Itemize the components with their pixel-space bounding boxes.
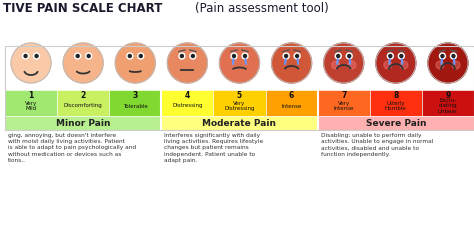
Bar [5, 46, 474, 130]
Bar [161, 90, 213, 116]
Bar [318, 90, 370, 116]
Circle shape [128, 55, 131, 58]
Bar [318, 116, 474, 130]
Text: Distressing: Distressing [172, 103, 203, 109]
Text: Intense: Intense [282, 103, 302, 109]
Bar [422, 90, 474, 116]
Bar [5, 90, 57, 116]
Bar [213, 90, 265, 116]
Circle shape [23, 53, 28, 59]
Circle shape [138, 53, 144, 59]
Circle shape [75, 53, 81, 59]
Circle shape [87, 55, 90, 58]
Circle shape [24, 55, 27, 58]
Circle shape [272, 43, 311, 83]
Circle shape [296, 55, 299, 58]
Circle shape [181, 55, 183, 58]
Circle shape [115, 43, 155, 83]
Text: 7: 7 [341, 91, 346, 100]
Circle shape [346, 53, 352, 59]
Circle shape [332, 61, 340, 69]
Circle shape [324, 43, 364, 83]
Text: 6: 6 [289, 91, 294, 100]
Circle shape [384, 61, 392, 69]
Text: Moderate Pain: Moderate Pain [202, 119, 276, 127]
Circle shape [190, 53, 196, 59]
Circle shape [450, 53, 456, 59]
Text: 8: 8 [393, 91, 399, 100]
Circle shape [452, 55, 455, 58]
Circle shape [398, 53, 404, 59]
Circle shape [34, 53, 39, 59]
Text: ging, annoying, but doesn't interfere
with moist daily living activities. Patien: ging, annoying, but doesn't interfere wi… [8, 133, 136, 163]
Bar [161, 116, 318, 130]
Text: Tolerable: Tolerable [123, 103, 148, 109]
Bar [57, 90, 109, 116]
Circle shape [167, 43, 208, 83]
Circle shape [294, 53, 300, 59]
Text: Very
Mild: Very Mild [25, 101, 37, 111]
Circle shape [219, 43, 259, 83]
Bar [265, 90, 318, 116]
Circle shape [428, 43, 468, 83]
Circle shape [284, 55, 288, 58]
Text: Interferes significantly with daily
living activities. Requires lifestyle
change: Interferes significantly with daily livi… [164, 133, 264, 163]
Circle shape [283, 53, 289, 59]
Text: 2: 2 [81, 91, 86, 100]
Circle shape [63, 43, 103, 83]
Text: 1: 1 [28, 91, 34, 100]
Text: (Pain assessment tool): (Pain assessment tool) [195, 2, 329, 15]
Text: 9: 9 [445, 91, 451, 100]
Circle shape [389, 55, 392, 58]
Circle shape [179, 53, 185, 59]
Text: 5: 5 [237, 91, 242, 100]
Bar [370, 90, 422, 116]
Text: Severe Pain: Severe Pain [365, 119, 426, 127]
Circle shape [86, 53, 91, 59]
Circle shape [436, 61, 444, 69]
Circle shape [231, 53, 237, 59]
Circle shape [387, 53, 393, 59]
Circle shape [452, 61, 460, 69]
Text: 3: 3 [133, 91, 138, 100]
Circle shape [337, 55, 340, 58]
Bar [109, 90, 161, 116]
Text: Discomforting: Discomforting [64, 103, 102, 109]
Circle shape [76, 55, 79, 58]
Circle shape [242, 53, 248, 59]
Circle shape [191, 55, 194, 58]
Circle shape [35, 55, 38, 58]
Text: 4: 4 [185, 91, 190, 100]
Circle shape [400, 55, 403, 58]
Text: Disabling; unable to perform daily
activities. Unable to engage in normal
activi: Disabling; unable to perform daily activ… [321, 133, 433, 156]
Circle shape [335, 53, 341, 59]
Text: Very
Intense: Very Intense [334, 101, 354, 111]
Circle shape [348, 61, 356, 69]
Circle shape [139, 55, 142, 58]
Text: Utterly
Horrible: Utterly Horrible [385, 101, 407, 111]
Circle shape [348, 55, 351, 58]
Circle shape [244, 55, 246, 58]
Circle shape [400, 61, 408, 69]
Bar [5, 116, 161, 130]
Text: Excru-
ciating
Unbear.: Excru- ciating Unbear. [437, 98, 459, 114]
Text: TIVE PAIN SCALE CHART: TIVE PAIN SCALE CHART [3, 2, 166, 15]
Circle shape [127, 53, 133, 59]
Circle shape [439, 53, 446, 59]
Circle shape [376, 43, 416, 83]
Circle shape [233, 55, 236, 58]
Circle shape [441, 55, 444, 58]
Text: Very
Distressing: Very Distressing [224, 101, 255, 111]
Circle shape [11, 43, 51, 83]
Text: Minor Pain: Minor Pain [56, 119, 110, 127]
